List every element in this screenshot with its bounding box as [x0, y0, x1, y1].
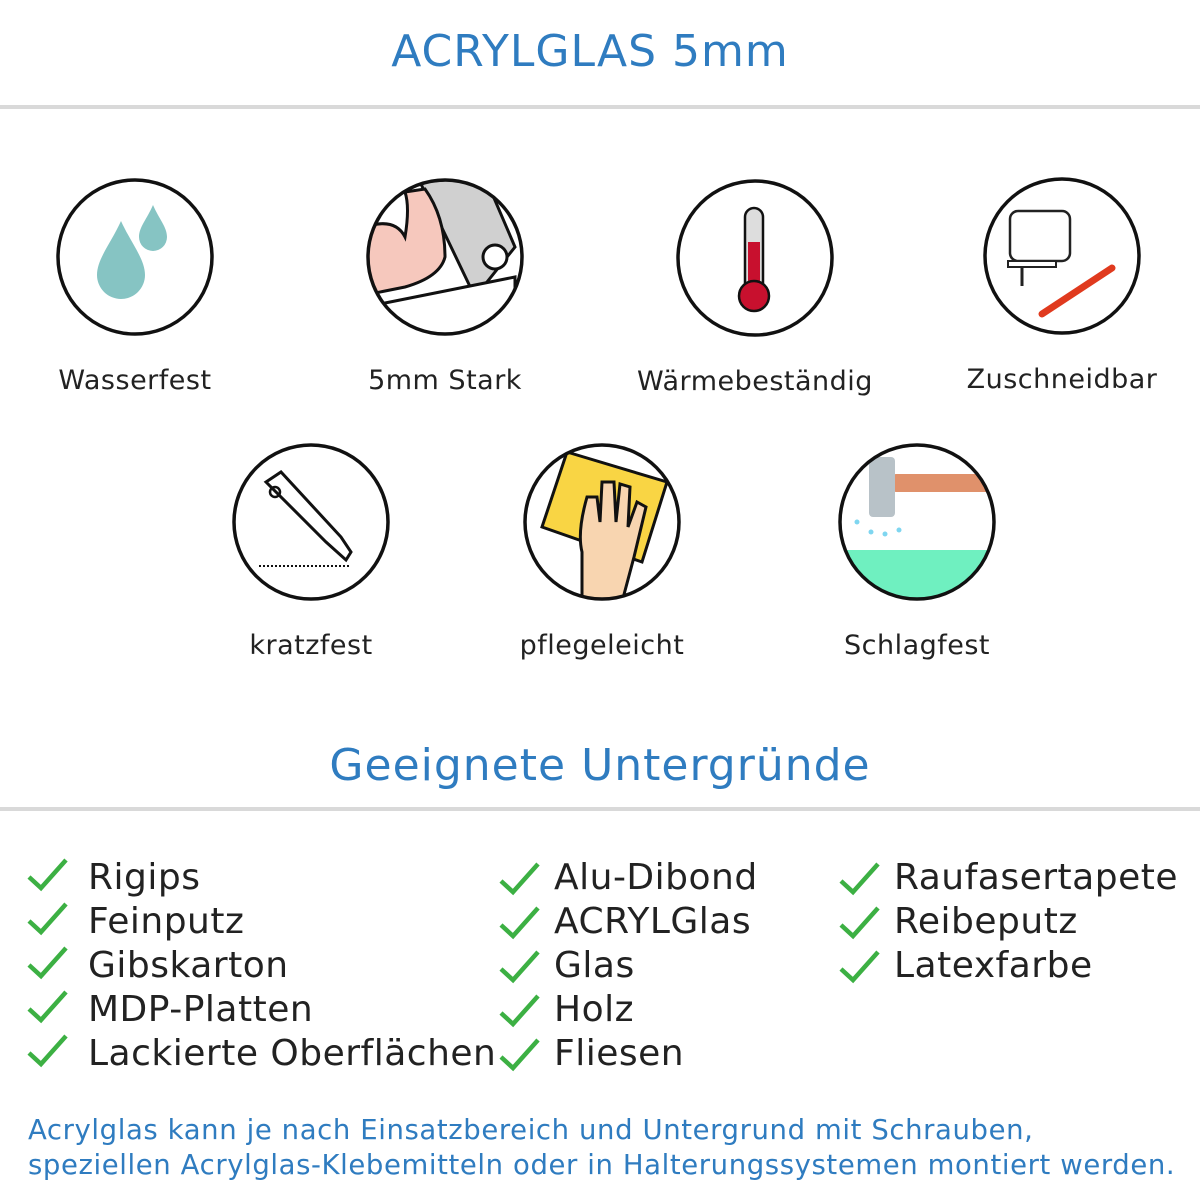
- mounting-note: Acrylglas kann je nach Einsatzbereich un…: [28, 1113, 1175, 1183]
- checkmark-icon: [499, 862, 540, 896]
- jigsaw-knife-icon: [983, 177, 1141, 335]
- divider: [0, 807, 1200, 811]
- strong-arm-icon: [366, 178, 524, 336]
- list-item: Alu-Dibond: [498, 855, 758, 899]
- list-item: Feinputz: [26, 899, 496, 943]
- surfaces-title: Geeignete Untergründe: [329, 740, 871, 791]
- list-item: Glas: [498, 943, 758, 987]
- feature-5mm-stark: 5mm Stark: [295, 177, 595, 396]
- cleaning-hand-icon: [523, 443, 681, 601]
- list-item: Raufasertapete: [838, 855, 1178, 899]
- feature-label: pflegeleicht: [519, 630, 685, 661]
- surfaces-column-3: Raufasertapete Reibeputz Latexfarbe: [838, 855, 1178, 987]
- checkmark-icon: [499, 994, 540, 1028]
- feature-kratzfest: kratzfest: [161, 442, 461, 661]
- feature-label: Schlagfest: [843, 630, 991, 661]
- list-item: Reibeputz: [838, 899, 1178, 943]
- checkmark-icon: [499, 950, 540, 984]
- list-item: MDP-Platten: [26, 987, 496, 1031]
- feature-label: Wärmebeständig: [637, 366, 873, 397]
- checkmark-icon: [27, 946, 68, 980]
- checkmark-icon: [839, 950, 880, 984]
- surfaces-column-2: Alu-Dibond ACRYLGlas Glas Holz Fliesen: [498, 855, 758, 1075]
- page-title: ACRYLGLAS 5mm: [391, 26, 789, 77]
- checkmark-icon: [27, 1034, 68, 1068]
- list-item: Gibskarton: [26, 943, 496, 987]
- surfaces-column-1: Rigips Feinputz Gibskarton MDP-Platten L…: [26, 855, 496, 1075]
- divider: [0, 105, 1200, 109]
- feature-label: 5mm Stark: [368, 365, 522, 396]
- checkmark-icon: [499, 1038, 540, 1072]
- checkmark-icon: [499, 906, 540, 940]
- feature-zuschneidbar: Zuschneidbar: [912, 176, 1200, 395]
- feature-label: Zuschneidbar: [966, 364, 1158, 395]
- checkmark-icon: [27, 902, 68, 936]
- list-item: Fliesen: [498, 1031, 758, 1075]
- feature-label: Wasserfest: [58, 365, 212, 396]
- thermometer-icon: [676, 179, 834, 337]
- feature-wasserfest: Wasserfest: [0, 177, 285, 396]
- hammer-icon: [838, 443, 996, 601]
- list-item: Lackierte Oberflächen: [26, 1031, 496, 1075]
- mounting-note-line-1: Acrylglas kann je nach Einsatzbereich un…: [28, 1114, 1034, 1146]
- list-item: Holz: [498, 987, 758, 1031]
- feature-waermebestaendig: Wärmebeständig: [605, 178, 905, 397]
- checkmark-icon: [839, 906, 880, 940]
- checkmark-icon: [27, 858, 68, 892]
- feature-pflegeleicht: pflegeleicht: [452, 442, 752, 661]
- checkmark-icon: [839, 862, 880, 896]
- water-drops-icon: [56, 178, 214, 336]
- mounting-note-line-2: speziellen Acrylglas-Klebemitteln oder i…: [28, 1149, 1176, 1181]
- feature-schlagfest: Schlagfest: [767, 442, 1067, 661]
- cutter-knife-icon: [232, 443, 390, 601]
- feature-label: kratzfest: [249, 630, 373, 661]
- list-item: Latexfarbe: [838, 943, 1178, 987]
- list-item: ACRYLGlas: [498, 899, 758, 943]
- list-item: Rigips: [26, 855, 496, 899]
- checkmark-icon: [27, 990, 68, 1024]
